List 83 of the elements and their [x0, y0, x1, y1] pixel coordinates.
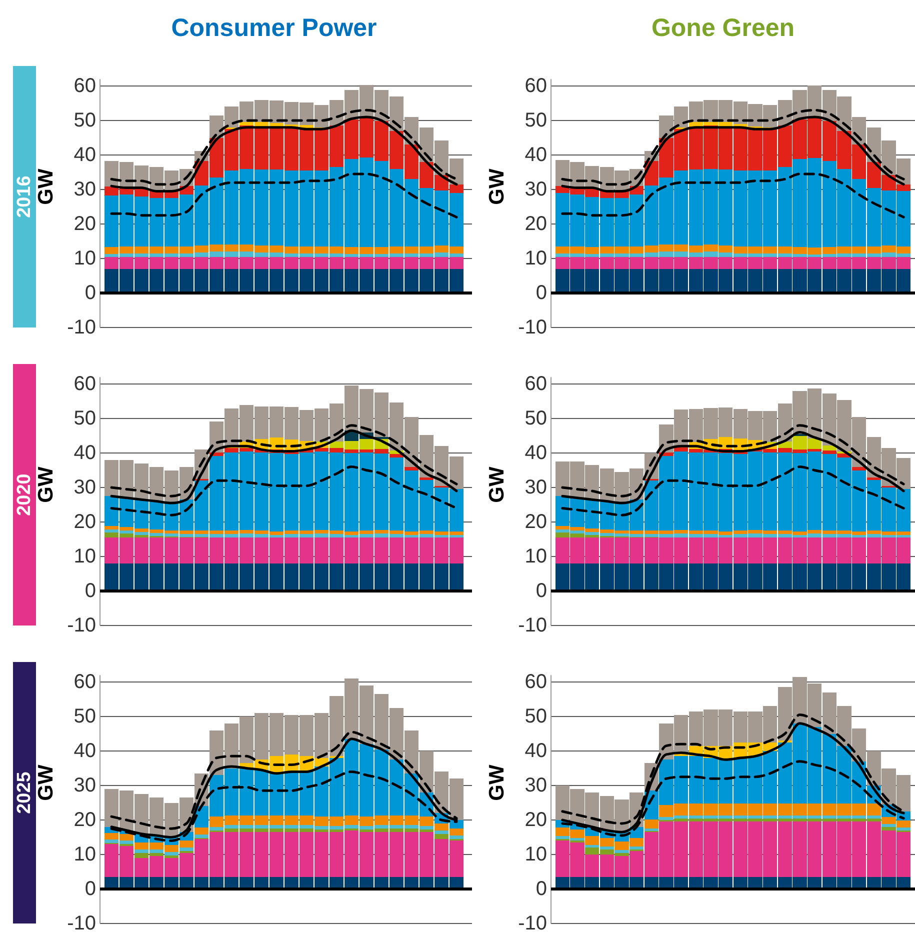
- y-tick-label: 20: [524, 809, 547, 831]
- line-series: [561, 466, 905, 516]
- y-tick-label: -10: [518, 614, 547, 636]
- bar: [882, 824, 896, 827]
- y-tick-label: -10: [518, 912, 547, 934]
- y-axis-title: GW: [486, 764, 508, 801]
- text: 2025: [14, 771, 35, 814]
- y-tick-label: 20: [524, 511, 547, 533]
- y-tick-label: 50: [524, 110, 547, 132]
- y-axis-title: GW: [486, 168, 508, 205]
- line-series: [561, 431, 905, 504]
- bar: [644, 828, 658, 832]
- bar: [179, 848, 194, 852]
- y-tick-label: 30: [524, 774, 547, 796]
- y-tick-label: 50: [74, 706, 96, 728]
- y-tick-label: 40: [74, 740, 96, 762]
- line-series: [561, 424, 905, 498]
- bar: [882, 826, 896, 830]
- y-tick-label: 10: [74, 844, 96, 866]
- y-tick-label: 20: [74, 213, 96, 235]
- y-tick-label: 10: [524, 844, 547, 866]
- y-tick-label: 60: [524, 373, 547, 395]
- bar: [194, 834, 209, 838]
- line-series: [561, 172, 905, 218]
- y-tick-label: 30: [74, 178, 96, 200]
- y-tick-label: 0: [536, 580, 547, 602]
- y-tick-label: 30: [74, 774, 96, 796]
- y-tick-label: 50: [74, 110, 96, 132]
- y-tick-label: 10: [74, 546, 96, 568]
- y-tick-label: 50: [74, 408, 96, 430]
- chart-title: Gone Green: [651, 14, 795, 42]
- y-tick-label: 0: [84, 878, 96, 900]
- text: 2020: [14, 474, 35, 516]
- y-tick-label: 0: [84, 580, 96, 602]
- y-axis-title: GW: [34, 466, 58, 503]
- y-axis-title: GW: [34, 764, 58, 801]
- y-tick-label: 10: [524, 546, 547, 568]
- y-axis-title: GW: [486, 466, 508, 503]
- bar: [389, 454, 404, 458]
- y-tick-label: -10: [67, 614, 96, 636]
- bar: [630, 846, 644, 850]
- y-tick-label: 20: [524, 213, 547, 235]
- bar: [434, 830, 449, 834]
- bar: [419, 477, 434, 480]
- bar: [404, 466, 419, 470]
- bar: [644, 820, 658, 828]
- y-tick-label: 10: [74, 248, 96, 270]
- y-tick-label: 40: [524, 740, 547, 762]
- bar: [852, 466, 866, 470]
- bar: [614, 850, 629, 853]
- bar: [194, 828, 209, 834]
- y-tick-label: 40: [524, 442, 547, 464]
- line-series: [110, 466, 458, 516]
- line-series: [110, 172, 458, 218]
- y-tick-label: 60: [74, 373, 96, 395]
- y-tick-label: 30: [524, 178, 547, 200]
- bar: [449, 836, 464, 839]
- y-tick-label: 60: [74, 75, 96, 97]
- bar: [896, 828, 911, 830]
- y-tick-label: 60: [74, 671, 96, 693]
- y-tick-label: 40: [74, 442, 96, 464]
- y-tick-label: 20: [74, 511, 96, 533]
- y-tick-label: 60: [524, 671, 547, 693]
- y-axis-title: GW: [34, 168, 58, 205]
- y-tick-label: -10: [67, 912, 96, 934]
- y-tick-label: 0: [536, 282, 547, 304]
- y-tick-label: 30: [74, 476, 96, 498]
- y-tick-label: 10: [524, 248, 547, 270]
- y-tick-label: 20: [74, 809, 96, 831]
- y-tick-label: 0: [536, 878, 547, 900]
- y-tick-label: 30: [524, 476, 547, 498]
- y-tick-label: 50: [524, 706, 547, 728]
- y-tick-label: -10: [518, 316, 547, 338]
- y-tick-label: 50: [524, 408, 547, 430]
- y-tick-label: 0: [84, 282, 96, 304]
- bar: [866, 477, 881, 480]
- y-tick-label: 60: [524, 75, 547, 97]
- y-tick-label: -10: [67, 316, 96, 338]
- chart-title: Consumer Power: [171, 14, 378, 42]
- bar: [434, 834, 449, 839]
- y-tick-label: 40: [524, 144, 547, 166]
- y-tick-label: 40: [74, 144, 96, 166]
- text: 2016: [14, 176, 35, 218]
